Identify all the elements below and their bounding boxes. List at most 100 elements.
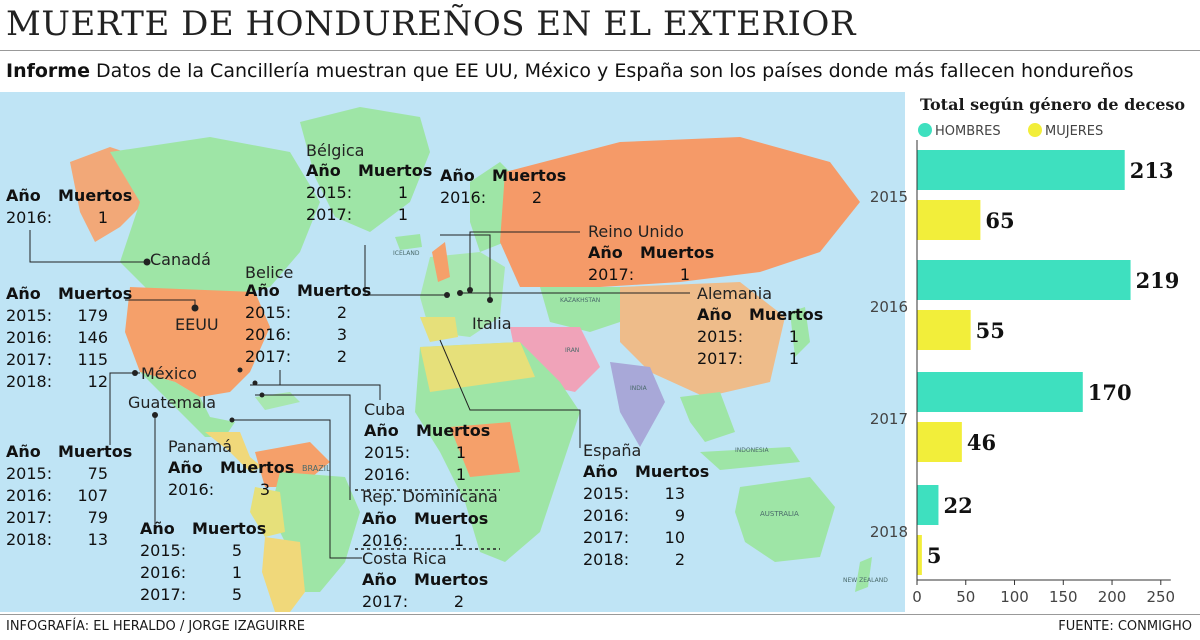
canada-shape [110, 137, 320, 297]
row-deaths: 2 [531, 188, 542, 207]
subtitle-text: Datos de la Cancillería muestran que EE … [89, 60, 1134, 82]
col-header-deaths: Muertos [414, 509, 489, 528]
spain-shape [420, 317, 458, 342]
row-year: 2017: [697, 349, 744, 368]
block-row: 2015: 1 [697, 326, 823, 348]
block-row: 2018: 13 [6, 529, 132, 551]
col-header-deaths: Muertos [58, 284, 133, 303]
block-header: Año Muertos [362, 508, 488, 530]
legend-hombres: HOMBRES [918, 123, 1001, 139]
block-row: 2016: 3 [168, 479, 294, 501]
block-row: 2017: 79 [6, 507, 132, 529]
block-row: 2015: 5 [140, 540, 266, 562]
row-year: 2016: [364, 465, 411, 484]
block-row: 2017: 10 [583, 527, 709, 549]
block-header: Año Muertos [362, 569, 488, 591]
legend-mujeres: MUJERES [1028, 123, 1103, 139]
subtitle-lead: Informe [6, 60, 90, 82]
data-label: 170 [1088, 380, 1132, 405]
row-deaths: 9 [674, 506, 685, 525]
block-header: Año Muertos [6, 283, 132, 305]
block-row: 2017: 115 [6, 349, 132, 371]
col-header-deaths: Muertos [749, 305, 824, 324]
block-row: 2017: 2 [362, 591, 488, 613]
label-panama: Panamá [168, 437, 233, 456]
row-year: 2015: [140, 541, 187, 560]
block-row: 2016: 3 [245, 324, 371, 346]
block-header: Año Muertos [697, 304, 823, 326]
block-header: Año Muertos [245, 280, 371, 302]
row-deaths: 1 [397, 205, 408, 224]
block-header: Año Muertos [6, 441, 132, 463]
map-label-kazakhstan: KAZAKHSTAN [560, 297, 601, 304]
bar-mujeres [917, 310, 971, 350]
data-label: 5 [927, 543, 942, 568]
bar-hombres [917, 150, 1125, 190]
deaths-block-italia: Año Muertos 2016: 2 [440, 165, 566, 209]
category-label: 2016 [870, 298, 908, 316]
block-row: 2015: 1 [364, 442, 490, 464]
bar-mujeres [917, 200, 981, 240]
label-guatemala: Guatemala [128, 393, 217, 412]
row-deaths: 115 [77, 350, 108, 369]
argentina-chile-shape [262, 537, 305, 612]
x-tick-label: 100 [1000, 588, 1029, 606]
col-header-year: Año [140, 519, 175, 538]
label-cuba: Cuba [364, 400, 406, 419]
row-year: 2017: [588, 265, 635, 284]
category-label: 2015 [870, 188, 908, 206]
x-tick-label: 250 [1146, 588, 1175, 606]
deaths-block-guatemala: Año Muertos 2015: 5 2016: 1 2017: 5 [140, 518, 266, 606]
iceland-shape [395, 234, 422, 250]
row-deaths: 75 [87, 464, 108, 483]
col-header-year: Año [245, 281, 280, 300]
footer-divider [0, 614, 1200, 615]
legend-label-mujeres: MUJERES [1045, 124, 1104, 139]
col-header-deaths: Muertos [220, 458, 295, 477]
block-header: Año Muertos [306, 160, 432, 182]
data-label: 22 [943, 493, 972, 518]
col-header-year: Año [6, 186, 41, 205]
block-header: Año Muertos [140, 518, 266, 540]
col-header-year: Año [168, 458, 203, 477]
southeast-asia-shape [680, 392, 735, 442]
footer-source: FUENTE: CONMIGHO [1058, 619, 1192, 634]
block-row: 2017: 1 [697, 348, 823, 370]
label-alemania: Alemania [697, 284, 773, 303]
row-year: 2016: [583, 506, 630, 525]
block-row: 2016: 107 [6, 485, 132, 507]
row-deaths: 79 [87, 508, 108, 527]
data-label: 213 [1130, 158, 1174, 183]
map-label-australia: AUSTRALIA [760, 510, 799, 518]
row-deaths: 179 [77, 306, 108, 325]
col-header-deaths: Muertos [358, 161, 433, 180]
mexico-shape [140, 372, 235, 437]
label-rep-dominicana: Rep. Dominicana [362, 487, 498, 506]
japan-shape [790, 307, 810, 357]
row-deaths: 1 [231, 563, 242, 582]
data-label: 65 [985, 208, 1014, 233]
row-year: 2017: [306, 205, 353, 224]
block-row: 2017: 1 [588, 264, 714, 286]
india-shape [610, 362, 665, 447]
data-label: 219 [1136, 268, 1180, 293]
row-deaths: 146 [77, 328, 108, 347]
col-header-year: Año [362, 570, 397, 589]
bar-hombres [917, 260, 1131, 300]
page-title: MUERTE DE HONDUREÑOS EN EL EXTERIOR [6, 4, 856, 44]
usa-shape [125, 287, 270, 397]
block-row: 2016: 9 [583, 505, 709, 527]
block-row: 2018: 12 [6, 371, 132, 393]
row-year: 2018: [583, 550, 630, 569]
deaths-block-mexico: Año Muertos 2015: 75 2016: 107 2017: 79 2018: 13 [6, 441, 132, 551]
col-header-year: Año [362, 509, 397, 528]
map-label-indonesia: INDONESIA [735, 447, 769, 454]
label-italia: Italia [472, 314, 512, 333]
row-year: 2016: [6, 208, 53, 227]
category-label: 2018 [870, 523, 908, 541]
row-year: 2016: [6, 328, 53, 347]
row-deaths: 107 [77, 486, 108, 505]
data-label: 46 [967, 430, 996, 455]
row-year: 2017: [6, 350, 53, 369]
label-espana: España [583, 441, 642, 460]
